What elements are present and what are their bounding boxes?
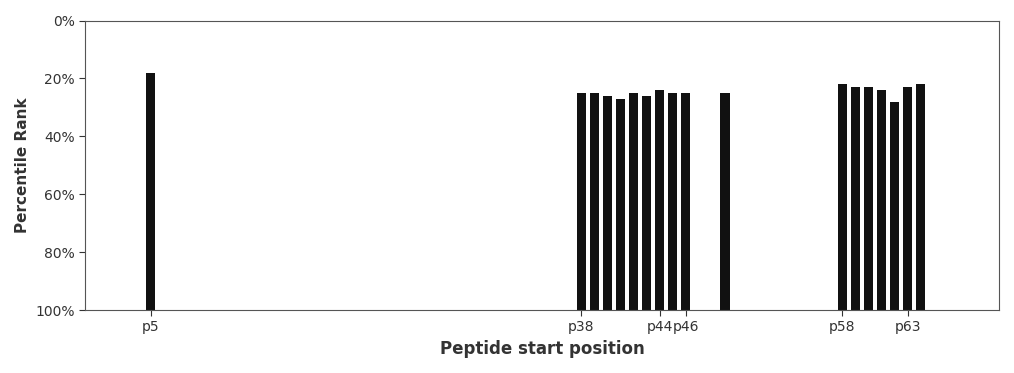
Bar [864,87,873,310]
Bar [720,93,729,310]
Bar [590,93,599,310]
Bar [642,96,651,310]
Bar [577,93,586,310]
Y-axis label: Percentile Rank: Percentile Rank [15,97,30,233]
Bar [681,93,691,310]
Bar [877,90,886,310]
Bar [838,84,847,310]
Bar [851,87,860,310]
Bar [655,90,664,310]
Bar [146,73,155,310]
Bar [668,93,677,310]
Bar [629,93,638,310]
X-axis label: Peptide start position: Peptide start position [440,340,645,358]
Bar [890,101,899,310]
Bar [916,84,925,310]
Bar [615,99,625,310]
Bar [603,96,612,310]
Bar [903,87,913,310]
